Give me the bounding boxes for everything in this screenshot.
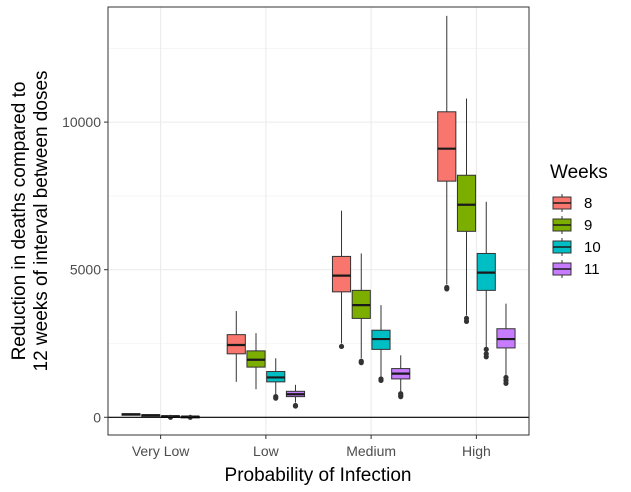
box-iqr bbox=[331, 255, 352, 293]
boxplot-low-week-8 bbox=[226, 311, 246, 382]
boxplot-low-week-10 bbox=[266, 358, 286, 401]
legend-item-week-10: 10 bbox=[552, 238, 601, 256]
legend-label: 8 bbox=[584, 195, 592, 212]
box-iqr bbox=[456, 174, 477, 232]
boxplot-low-week-11 bbox=[285, 384, 306, 409]
outlier-point bbox=[378, 377, 384, 383]
boxplot-high-week-11 bbox=[496, 303, 516, 386]
boxplot-high-week-9 bbox=[456, 98, 477, 324]
boxplot-medium-week-8 bbox=[331, 210, 352, 350]
legend-title: Weeks bbox=[550, 162, 608, 183]
x-tick-label: High bbox=[462, 443, 491, 459]
outlier-point bbox=[503, 380, 509, 386]
legend-label: 10 bbox=[584, 239, 601, 256]
plot-border bbox=[107, 6, 530, 436]
outlier-point bbox=[358, 360, 364, 366]
outlier-point bbox=[273, 395, 279, 401]
x-tick-label: Medium bbox=[346, 443, 396, 459]
outlier-point bbox=[338, 343, 345, 350]
outlier-point bbox=[292, 403, 299, 409]
y-axis-title-line-2: 12 weeks of interval between doses bbox=[31, 70, 52, 371]
x-axis-title: Probability of Infection bbox=[225, 465, 412, 486]
outlier-point bbox=[483, 346, 489, 352]
boxplot-high-week-10 bbox=[476, 201, 496, 360]
x-tick-label: Very Low bbox=[132, 443, 190, 459]
outlier-point bbox=[398, 394, 404, 400]
boxplot-very-low-week-9 bbox=[141, 414, 161, 417]
boxplot-medium-week-11 bbox=[391, 355, 411, 400]
x-tick-label: Low bbox=[253, 443, 280, 459]
x-axis: Very Low Low Medium High bbox=[132, 435, 491, 459]
y-axis-title-line-1: Reduction in deaths compared to bbox=[9, 82, 30, 361]
outlier-point bbox=[463, 318, 470, 324]
legend-item-week-8: 8 bbox=[552, 194, 592, 212]
boxplot-high-week-8 bbox=[437, 15, 457, 292]
boxplot-medium-week-9 bbox=[351, 253, 371, 366]
y-tick-label: 0 bbox=[93, 409, 101, 425]
y-tick-label: 5000 bbox=[70, 262, 101, 278]
legend-item-week-9: 9 bbox=[552, 216, 592, 234]
y-axis: 0 5000 10000 bbox=[62, 114, 108, 425]
y-tick-label: 10000 bbox=[62, 114, 101, 130]
outlier-point bbox=[483, 354, 489, 360]
boxplot-very-low-week-8 bbox=[121, 413, 141, 416]
boxes bbox=[108, 15, 529, 420]
boxplot-low-week-9 bbox=[246, 333, 266, 390]
legend: Weeks 8 9 10 11 bbox=[550, 162, 608, 278]
boxplot-medium-week-10 bbox=[371, 305, 391, 383]
legend-label: 11 bbox=[584, 261, 600, 278]
legend-item-week-11: 11 bbox=[552, 260, 600, 278]
box-iqr bbox=[437, 111, 457, 182]
legend-label: 9 bbox=[584, 217, 592, 234]
outlier-point bbox=[444, 286, 450, 292]
grid-lines bbox=[108, 7, 529, 435]
